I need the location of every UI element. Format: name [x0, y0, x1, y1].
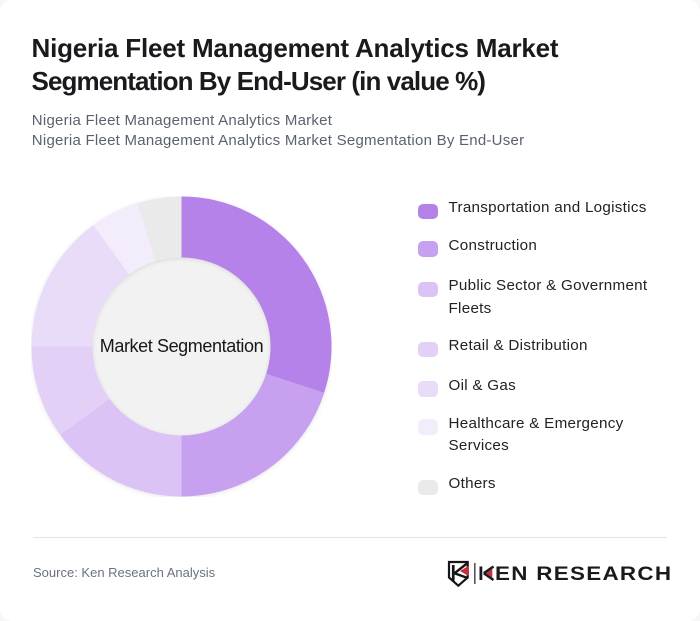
svg-text:EN RESEARCH: EN RESEARCH	[495, 564, 672, 585]
